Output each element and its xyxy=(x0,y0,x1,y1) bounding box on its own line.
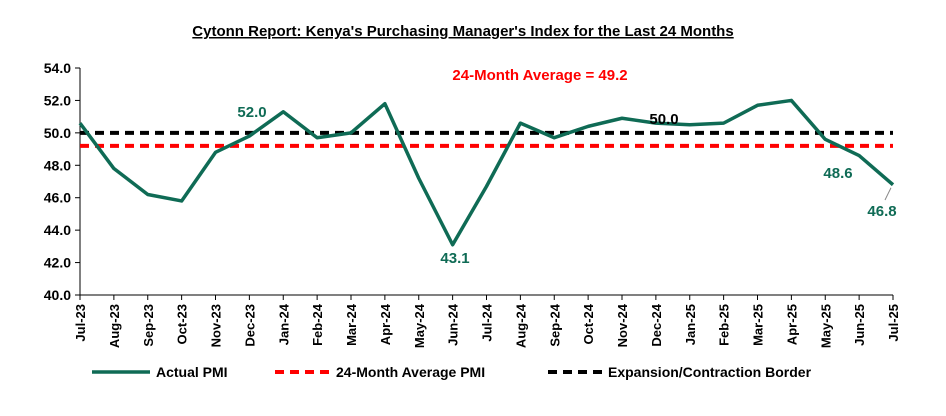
y-tick-label: 54.0 xyxy=(44,60,71,76)
average-annotation: 24-Month Average = 49.2 xyxy=(452,67,627,84)
axes: 40.0 42.0 44.0 46.0 48.0 50.0 52.0 54.0 Jul-23 Au… xyxy=(44,60,901,348)
x-tick-label: Mar-25 xyxy=(751,304,766,346)
x-tick-label: Apr-24 xyxy=(378,303,393,345)
y-tick-label: 44.0 xyxy=(44,222,71,238)
x-tick-label: Jul-24 xyxy=(480,303,495,341)
annotations: 24-Month Average = 49.2 52.0 43.1 50.0 48.6 4… xyxy=(237,67,896,267)
legend-average-pmi: 24-Month Average PMI xyxy=(275,364,485,380)
legend-expansion-border: Expansion/Contraction Border xyxy=(548,364,812,380)
x-tick-label: Sep-23 xyxy=(141,304,156,347)
x-tick-label: Aug-24 xyxy=(513,303,528,348)
x-tick-label: Oct-23 xyxy=(175,304,190,344)
jul-25-leader-line xyxy=(884,187,892,201)
x-tick-label: Feb-25 xyxy=(717,304,732,346)
jun-25-label: 48.6 xyxy=(823,165,852,182)
y-tick-label: 50.0 xyxy=(44,125,71,141)
dec-23-label: 52.0 xyxy=(237,104,266,121)
y-tick-label: 46.0 xyxy=(44,190,71,206)
x-tick-label: Jul-25 xyxy=(886,304,901,342)
y-tick-label: 52.0 xyxy=(44,92,71,108)
legend-average-pmi-label: 24-Month Average PMI xyxy=(336,364,485,380)
legend-expansion-border-label: Expansion/Contraction Border xyxy=(608,364,812,380)
reference-lines xyxy=(80,130,893,148)
jun-24-label: 43.1 xyxy=(440,250,469,267)
x-tick-label: Sep-24 xyxy=(547,303,562,346)
x-tick-label: May-25 xyxy=(818,304,833,348)
x-tick-label: Apr-25 xyxy=(784,304,799,345)
actual-pmi-line xyxy=(78,98,895,247)
x-tick-label: Feb-24 xyxy=(310,303,325,346)
x-tick-label: May-24 xyxy=(412,303,427,348)
x-tick-label: Jun-25 xyxy=(852,304,867,346)
x-tick-label: Jan-25 xyxy=(683,304,698,345)
y-tick-label: 48.0 xyxy=(44,157,71,173)
x-tick-label: Jul-23 xyxy=(73,304,88,342)
actual-pmi-line-group xyxy=(78,98,895,247)
x-tick-label: Nov-23 xyxy=(209,304,224,347)
y-tick-label: 42.0 xyxy=(44,255,71,271)
y-tick-label: 40.0 xyxy=(44,287,71,303)
x-tick-label: Oct-24 xyxy=(581,303,596,344)
legend: Actual PMI 24-Month Average PMI Expansion/… xyxy=(92,364,812,380)
legend-actual-pmi-label: Actual PMI xyxy=(156,364,228,380)
jul-25-label: 46.8 xyxy=(867,203,896,220)
legend-actual-pmi: Actual PMI xyxy=(92,364,228,380)
x-tick-label: Aug-23 xyxy=(107,304,122,348)
x-tick-label: Nov-24 xyxy=(615,303,630,347)
x-tick-label: Jun-24 xyxy=(446,303,461,346)
x-tick-label: Dec-23 xyxy=(242,304,257,347)
chart-title: Cytonn Report: Kenya's Purchasing Manage… xyxy=(192,23,733,40)
x-tick-label: Mar-24 xyxy=(344,303,359,346)
x-tick-label: Dec-24 xyxy=(649,303,664,346)
x-tick-label: Jan-24 xyxy=(276,303,291,345)
border-value-label: 50.0 xyxy=(649,111,678,128)
